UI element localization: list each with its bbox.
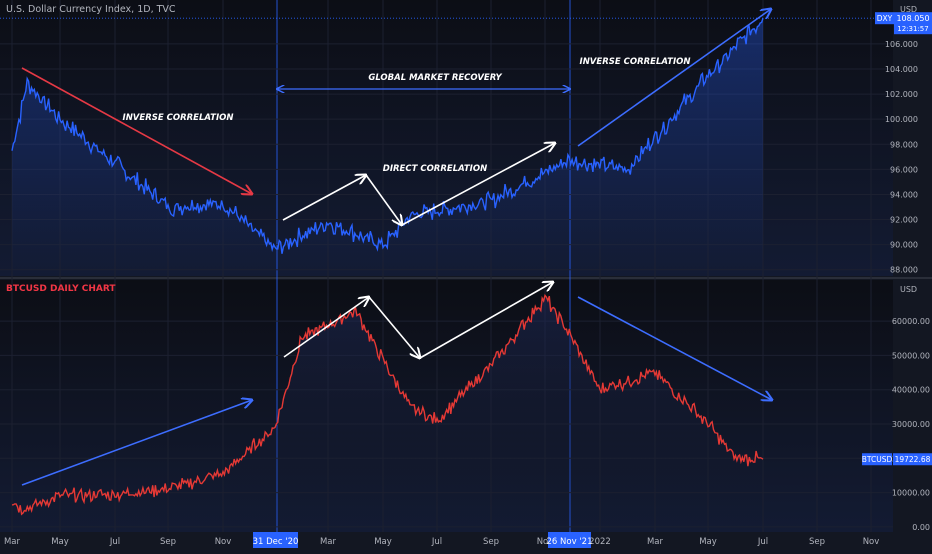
btc-white-up-1 bbox=[283, 297, 369, 358]
inverse-arrow-blue-up bbox=[577, 9, 771, 147]
dxy-tick-label: 106.000 bbox=[885, 40, 918, 49]
dxy-title: U.S. Dollar Currency Index, 1D, TVC bbox=[6, 4, 176, 15]
x-tick-label: Mar bbox=[647, 537, 664, 547]
btc-tick-label: 50000.00 bbox=[892, 351, 930, 360]
dxy-tick-label: 102.000 bbox=[885, 90, 918, 99]
btc-white-down bbox=[368, 296, 420, 358]
btc-up-arrow-blue bbox=[21, 400, 252, 486]
btc-last-value-box bbox=[893, 453, 932, 466]
x-tick-label: Sep bbox=[483, 537, 499, 547]
dxy-tick-label: 100.000 bbox=[885, 115, 918, 124]
x-tick-label: Mar bbox=[4, 537, 21, 547]
dxy-tick-label: 92.000 bbox=[890, 216, 918, 225]
x-highlight-label-2: 26 Nov '21 bbox=[547, 537, 593, 547]
x-tick-label: Nov bbox=[537, 537, 554, 547]
x-tick-label: May bbox=[699, 537, 717, 547]
label-global-recovery: GLOBAL MARKET RECOVERY bbox=[368, 73, 502, 83]
btc-title: BTCUSD DAILY CHART bbox=[6, 284, 116, 294]
dxy-tick-label: 104.000 bbox=[885, 65, 918, 74]
dxy-tick-label: 94.000 bbox=[890, 190, 918, 199]
dxy-last-tag bbox=[875, 12, 894, 25]
dxy-series-line bbox=[11, 17, 764, 254]
btc-tick-label: 60000.00 bbox=[892, 317, 930, 326]
dxy-last-value-box bbox=[894, 12, 932, 35]
dxy-axis-unit: USD bbox=[900, 5, 917, 14]
x-highlight-2 bbox=[548, 532, 591, 548]
dxy-tick-label: 88.000 bbox=[890, 266, 918, 275]
direct-arrow-up-1 bbox=[282, 175, 366, 221]
btc-tick-label: 10000.00 bbox=[892, 489, 930, 498]
dxy-tick-label: 98.000 bbox=[890, 140, 918, 149]
btc-last-tag-label: BTCUSD bbox=[862, 455, 893, 464]
x-tick-label: May bbox=[51, 537, 69, 547]
btc-tick-label: 0.00 bbox=[912, 523, 930, 532]
btc-white-up-2 bbox=[419, 282, 553, 359]
label-inverse-1: INVERSE CORRELATION bbox=[123, 113, 234, 123]
dxy-tick-label: 96.000 bbox=[890, 165, 918, 174]
dxy-countdown: 12:31:57 bbox=[897, 25, 928, 33]
x-tick-label: Mar bbox=[320, 537, 337, 547]
x-tick-label: Jul bbox=[431, 537, 442, 547]
x-tick-label: Nov bbox=[215, 537, 232, 547]
direct-arrow-down bbox=[365, 174, 402, 225]
btc-axis-unit: USD bbox=[900, 285, 917, 294]
btc-tick-label: 30000.00 bbox=[892, 420, 930, 429]
x-highlight-label-1: 31 Dec '20 bbox=[253, 537, 299, 547]
direct-arrow-up-2 bbox=[401, 143, 555, 226]
x-highlight-1 bbox=[253, 532, 298, 548]
label-direct: DIRECT CORRELATION bbox=[383, 164, 487, 174]
btc-area bbox=[12, 295, 763, 532]
x-tick-label: Sep bbox=[160, 537, 176, 547]
x-tick-label: Sep bbox=[809, 537, 825, 547]
dxy-last-tag-label: DXY bbox=[877, 14, 893, 23]
dxy-tick-label: 90.000 bbox=[890, 241, 918, 250]
x-axis-bar bbox=[0, 532, 932, 550]
x-tick-label: May bbox=[374, 537, 392, 547]
label-inverse-2: INVERSE CORRELATION bbox=[580, 57, 691, 67]
x-tick-label: Jul bbox=[757, 537, 768, 547]
x-tick-label: Nov bbox=[863, 537, 880, 547]
inverse-arrow-red bbox=[21, 67, 252, 194]
btc-last-value: 19722.68 bbox=[895, 455, 931, 464]
dxy-last-value: 108.050 bbox=[896, 14, 929, 23]
x-tick-label: Jul bbox=[109, 537, 120, 547]
btc-tick-label: 40000.00 bbox=[892, 386, 930, 395]
x-tick-label: 2022 bbox=[589, 537, 611, 547]
btc-down-arrow-blue bbox=[577, 296, 772, 400]
btc-series-line bbox=[11, 293, 764, 516]
btc-last-tag bbox=[862, 453, 892, 466]
